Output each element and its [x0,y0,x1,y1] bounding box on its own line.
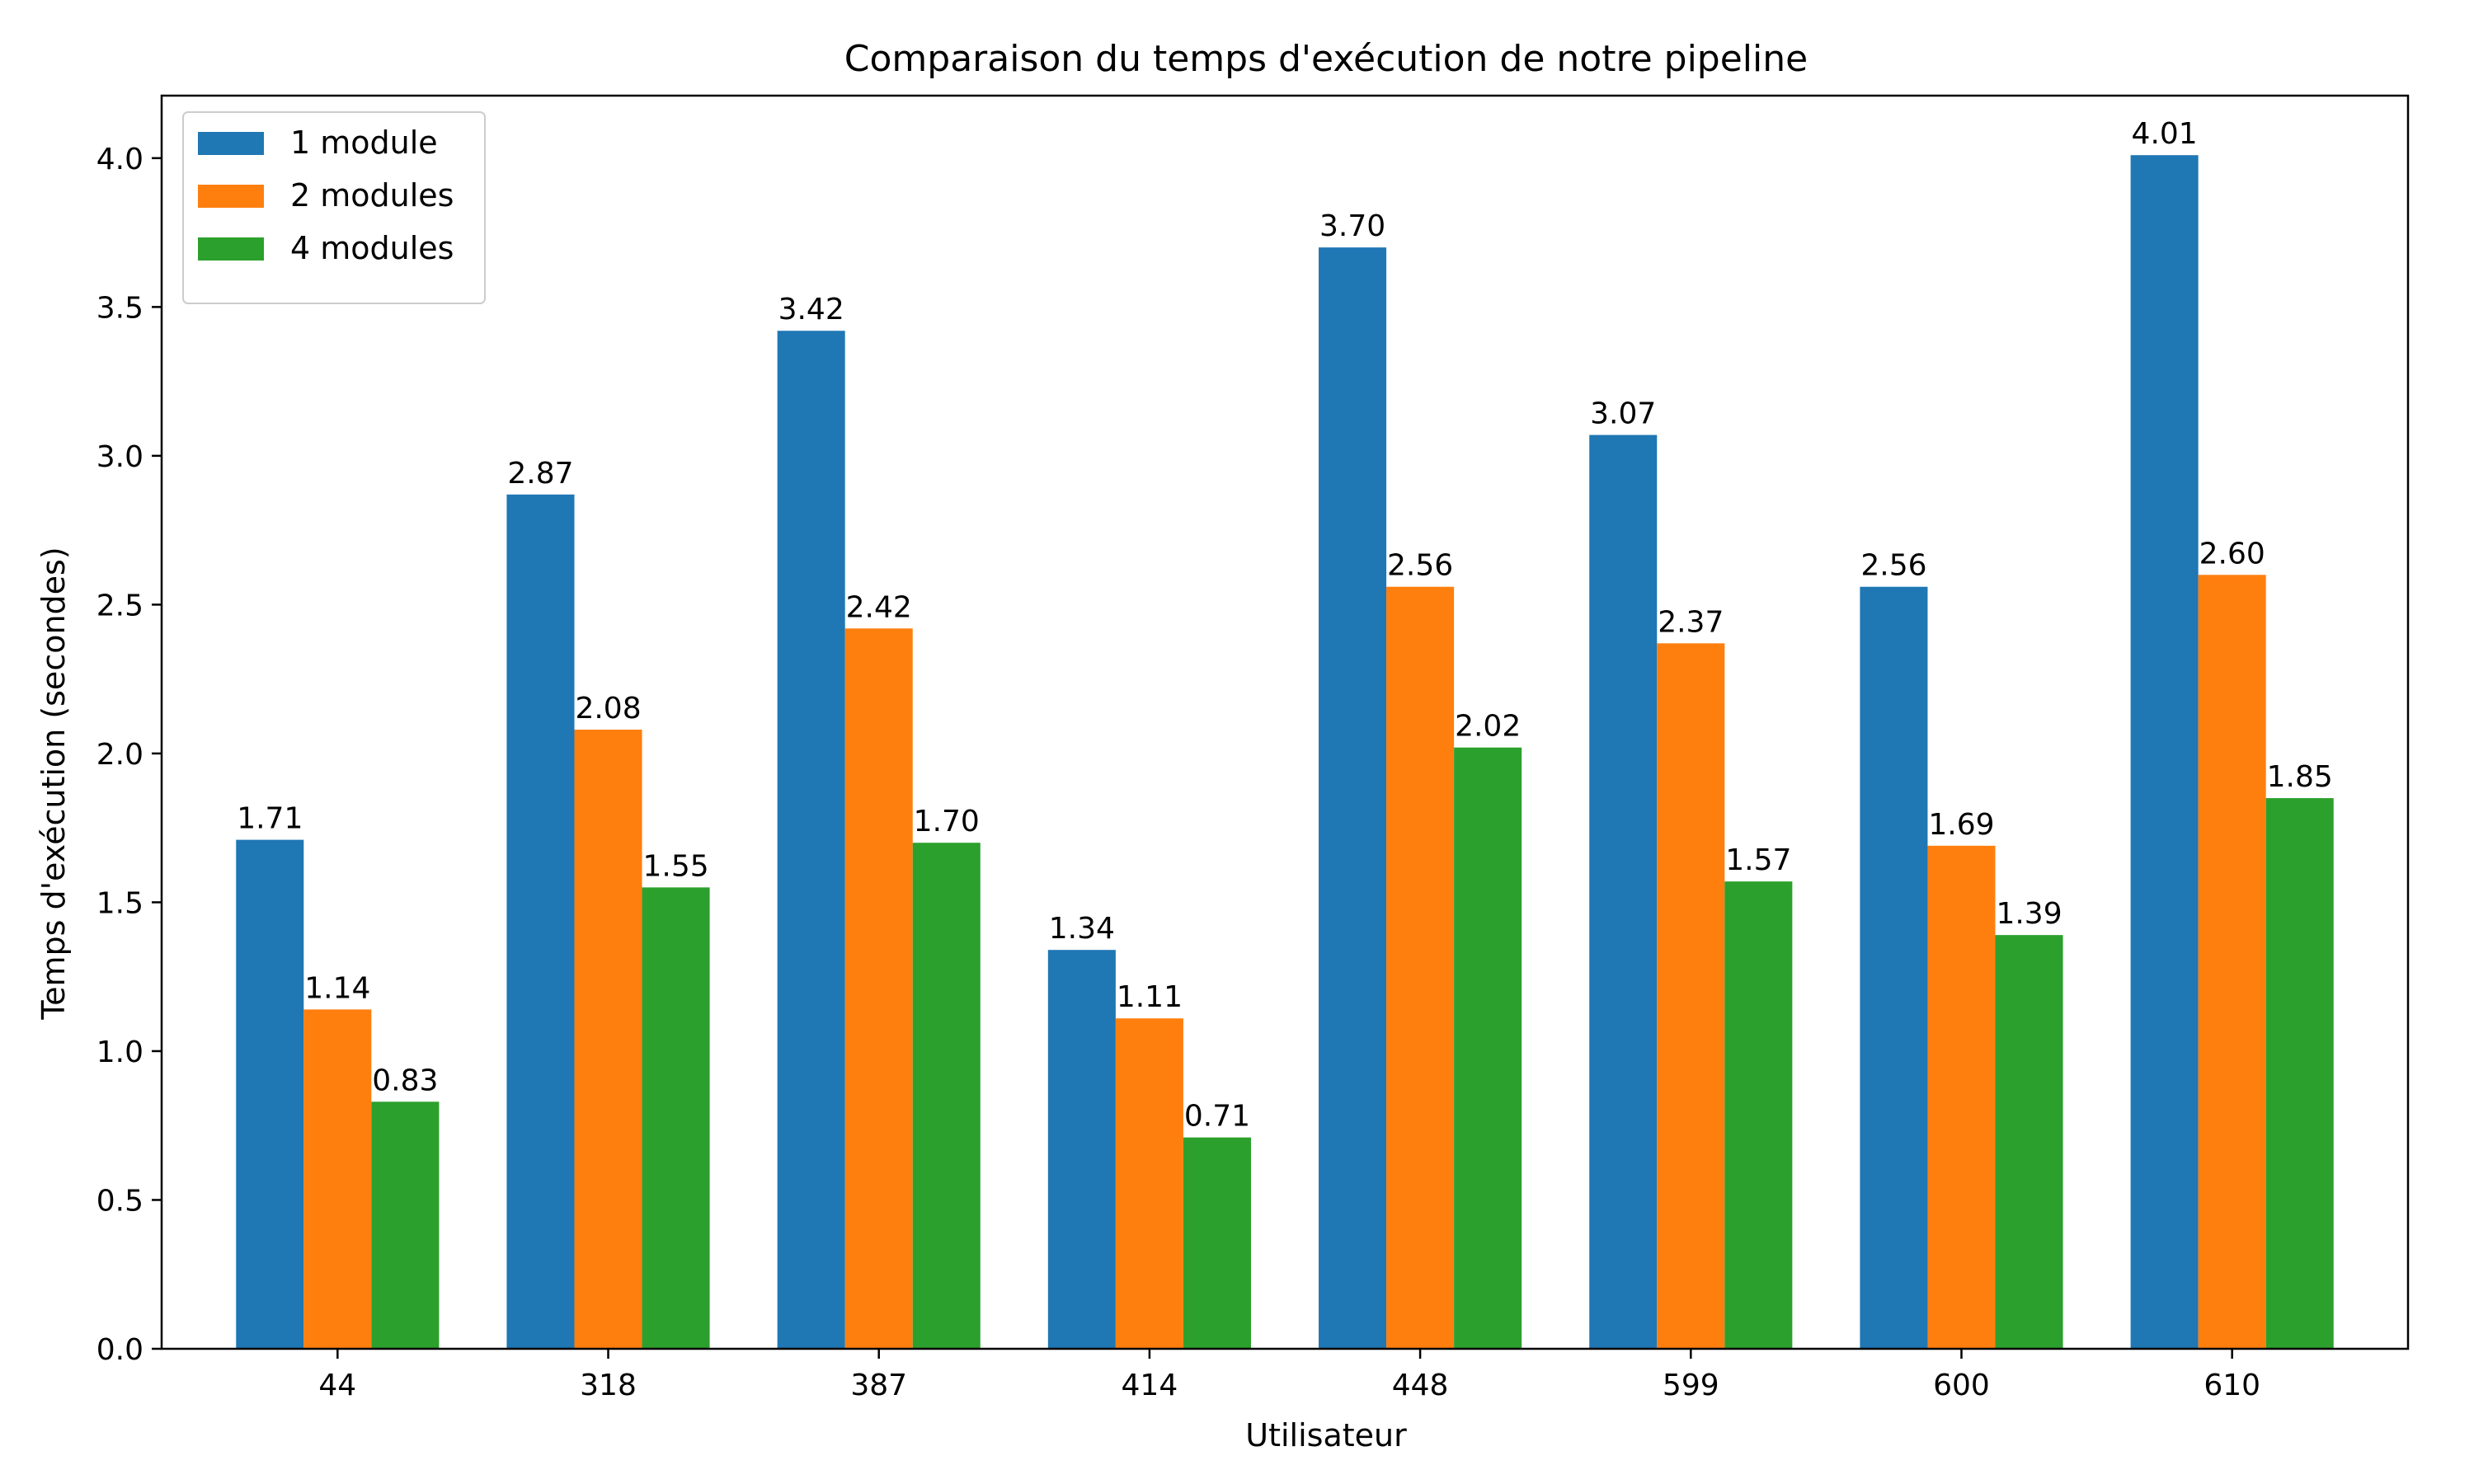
x-axis: 44 318 387 414 448 599 600 610 [318,1349,2260,1402]
bar-value-label: 1.34 [1049,912,1115,946]
plot-frame [160,94,2410,1350]
bar-2-599 [1657,643,1725,1349]
bar-value-label: 1.14 [304,971,370,1005]
bar-value-label: 1.85 [2267,760,2333,794]
bar-3-599 [1724,881,1793,1349]
bar-value-label: 4.01 [2132,117,2198,151]
bar-labels-group: 1.71 2.87 3.42 1.34 3.70 3.07 2.56 4.01 1.14 2.08… [237,117,2333,1133]
x-tick-label: 414 [1122,1369,1178,1402]
bar-value-label: 0.71 [1184,1100,1250,1134]
bar-3-318 [642,887,710,1349]
bar-2-387 [844,628,913,1349]
bar-3-414 [1183,1137,1251,1349]
bar-2-44 [303,1009,372,1349]
legend-swatch [198,237,264,261]
y-tick-label: 2.5 [96,589,143,622]
bar-2-318 [574,730,642,1349]
bar-1-44 [236,839,304,1349]
bar-value-label: 2.60 [2199,537,2265,571]
bar-1-610 [2130,155,2199,1350]
bar-value-label: 1.11 [1117,980,1183,1014]
bar-2-448 [1386,586,1455,1349]
y-tick-label: 3.0 [96,440,143,474]
bar-value-label: 2.56 [1860,549,1926,583]
bar-value-label: 2.02 [1455,710,1521,744]
bar-value-label: 1.57 [1725,843,1791,877]
bars-group [236,155,2334,1350]
bar-value-label: 2.37 [1658,605,1724,639]
bar-value-label: 3.42 [778,293,844,326]
bar-value-label: 3.07 [1590,397,1656,431]
bar-1-414 [1047,950,1116,1349]
bar-1-318 [506,494,575,1349]
x-tick-label: 600 [1933,1369,1990,1402]
y-tick-label: 2.0 [96,738,143,772]
bar-value-label: 2.42 [846,590,912,624]
bar-value-label: 0.83 [372,1064,438,1097]
y-tick-label: 0.0 [96,1333,143,1367]
x-tick-label: 448 [1392,1369,1449,1402]
bar-1-448 [1319,247,1387,1349]
bar-3-448 [1454,747,1522,1349]
legend-label: 1 module [290,124,438,161]
bar-value-label: 1.70 [914,805,980,838]
y-tick-label: 3.5 [96,291,143,325]
legend-label: 4 modules [290,230,454,266]
y-tick-label: 0.5 [96,1184,143,1218]
legend-label: 2 modules [290,177,454,214]
x-tick-label: 599 [1663,1369,1719,1402]
y-axis-label: Temps d'exécution (secondes) [35,547,72,1020]
y-tick-label: 1.0 [96,1036,143,1069]
y-tick-label: 1.5 [96,886,143,920]
bar-2-600 [1927,845,1996,1349]
bar-1-600 [1860,586,1928,1349]
x-tick-label: 387 [850,1369,907,1402]
x-tick-label: 44 [318,1369,356,1402]
bar-value-label: 1.69 [1928,808,1994,842]
bar-value-label: 3.70 [1319,209,1385,243]
bar-value-label: 2.87 [507,457,573,491]
bar-2-414 [1115,1018,1183,1349]
y-axis: 0.0 0.5 1.0 1.5 2.0 2.5 3.0 3.5 4.0 [96,143,162,1367]
x-tick-label: 318 [580,1369,637,1402]
bar-value-label: 1.39 [1996,897,2062,931]
x-axis-label: Utilisateur [1245,1417,1407,1453]
bar-value-label: 2.08 [575,692,641,726]
legend-swatch [198,132,264,155]
bar-value-label: 2.56 [1387,549,1453,583]
x-tick-label: 610 [2204,1369,2260,1402]
legend: 1 module 2 modules 4 modules [182,111,486,304]
bar-value-label: 1.55 [642,849,708,883]
bar-value-label: 1.71 [237,802,303,836]
bar-1-387 [777,331,845,1350]
bar-2-610 [2198,575,2266,1349]
chart-title: Comparaison du temps d'exécution de notr… [844,38,1808,80]
bar-3-44 [371,1101,440,1349]
bar-3-610 [2265,798,2334,1349]
bar-3-600 [1995,935,2063,1349]
bar-3-387 [912,843,981,1349]
legend-swatch [198,185,264,208]
y-tick-label: 4.0 [96,143,143,176]
bar-1-599 [1589,434,1658,1349]
